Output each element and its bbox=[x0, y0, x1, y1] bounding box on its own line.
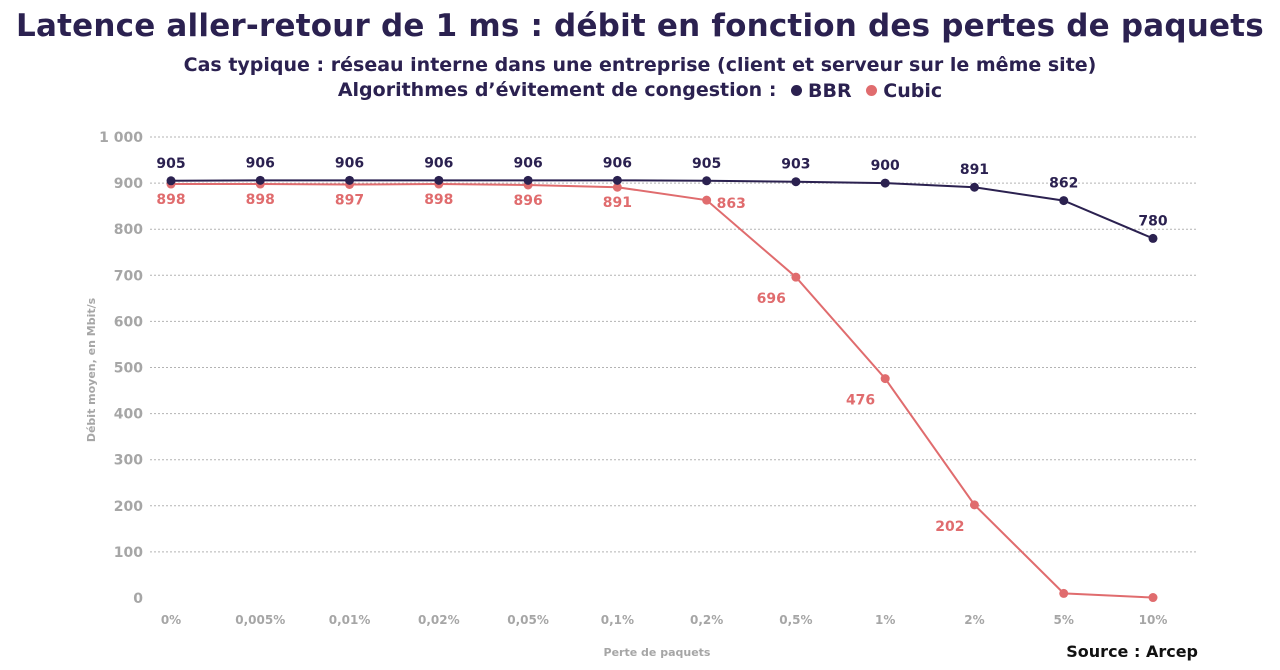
data-point-bbr bbox=[969, 182, 979, 192]
data-label-bbr: 905 bbox=[156, 156, 185, 172]
data-point-bbr bbox=[1148, 233, 1158, 243]
legend-item-bbr: BBR bbox=[791, 80, 852, 102]
legend: Algorithmes d’évitement de congestion : … bbox=[0, 79, 1280, 102]
data-point-cubic bbox=[791, 272, 801, 282]
chart-title: Latence aller-retour de 1 ms : débit en … bbox=[16, 8, 1264, 44]
y-tick-label: 600 bbox=[114, 314, 143, 330]
x-tick-label: 0,005% bbox=[235, 613, 285, 627]
data-label-bbr: 906 bbox=[335, 155, 364, 171]
data-point-bbr bbox=[791, 177, 801, 187]
data-point-bbr bbox=[255, 175, 265, 185]
y-tick-label: 800 bbox=[114, 222, 143, 238]
data-point-cubic bbox=[1148, 593, 1158, 603]
legend-dot-bbr-icon bbox=[791, 85, 803, 96]
data-point-bbr bbox=[702, 176, 712, 186]
data-label-bbr: 906 bbox=[513, 155, 542, 171]
data-label-cubic: 863 bbox=[717, 196, 746, 212]
data-label-cubic: 202 bbox=[935, 519, 964, 535]
data-label-bbr: 900 bbox=[871, 158, 900, 174]
x-tick-label: 0,05% bbox=[507, 613, 549, 627]
y-tick-label: 300 bbox=[114, 453, 143, 469]
data-label-cubic: 891 bbox=[603, 195, 632, 211]
data-label-cubic: 898 bbox=[156, 192, 185, 208]
x-tick-label: 0,02% bbox=[418, 613, 460, 627]
data-point-bbr bbox=[434, 175, 444, 185]
y-tick-label: 500 bbox=[114, 361, 143, 377]
y-tick-label: 1 000 bbox=[99, 130, 143, 146]
y-tick-label: 100 bbox=[114, 545, 143, 561]
data-point-cubic bbox=[612, 182, 622, 192]
y-tick-label: 700 bbox=[114, 268, 143, 284]
data-point-bbr bbox=[1059, 196, 1069, 206]
y-tick-label: 200 bbox=[114, 499, 143, 515]
data-point-cubic bbox=[1059, 588, 1069, 598]
x-tick-label: 1% bbox=[875, 613, 895, 627]
data-point-bbr bbox=[345, 175, 355, 185]
legend-label-cubic: Cubic bbox=[883, 79, 943, 102]
data-label-bbr: 906 bbox=[246, 155, 275, 171]
x-tick-label: 0,2% bbox=[690, 613, 723, 627]
data-label-bbr: 891 bbox=[960, 162, 989, 178]
x-tick-label: 0% bbox=[161, 613, 181, 627]
data-label-cubic: 896 bbox=[513, 193, 542, 209]
legend-dot-cubic-icon bbox=[866, 85, 878, 96]
data-label-bbr: 906 bbox=[603, 155, 632, 171]
data-label-cubic: 897 bbox=[335, 192, 364, 208]
legend-item-cubic: Cubic bbox=[866, 80, 942, 102]
data-label-cubic: 476 bbox=[846, 393, 875, 409]
source-note: Source : Arcep bbox=[1066, 642, 1198, 661]
series-line-cubic bbox=[171, 183, 1154, 599]
data-label-bbr: 905 bbox=[692, 156, 721, 172]
data-point-bbr bbox=[880, 178, 890, 188]
legend-prefix: Algorithmes d’évitement de congestion : bbox=[337, 79, 777, 101]
data-label-bbr: 903 bbox=[781, 157, 810, 173]
legend-label-bbr: BBR bbox=[808, 79, 852, 102]
data-label-bbr: 862 bbox=[1049, 176, 1078, 192]
data-label-bbr: 906 bbox=[424, 155, 453, 171]
data-point-cubic bbox=[702, 195, 712, 205]
data-label-cubic: 898 bbox=[424, 192, 453, 208]
series-line-bbr bbox=[170, 179, 1154, 240]
data-label-cubic: 898 bbox=[246, 192, 275, 208]
x-tick-label: 0,1% bbox=[601, 613, 634, 627]
data-label-cubic: 696 bbox=[757, 291, 786, 307]
data-point-cubic bbox=[969, 500, 979, 510]
x-tick-label: 0,01% bbox=[329, 613, 371, 627]
data-point-bbr bbox=[523, 175, 533, 185]
x-tick-label: 0,5% bbox=[779, 613, 812, 627]
y-tick-label: 400 bbox=[114, 407, 143, 423]
data-label-bbr: 780 bbox=[1138, 213, 1167, 229]
data-point-bbr bbox=[166, 176, 176, 186]
data-point-cubic bbox=[880, 374, 890, 384]
y-tick-label: 0 bbox=[133, 591, 143, 607]
x-axis-label: Perte de paquets bbox=[604, 646, 711, 659]
x-tick-label: 5% bbox=[1054, 613, 1074, 627]
y-tick-label: 900 bbox=[114, 176, 143, 192]
y-axis-label: Débit moyen, en Mbit/s bbox=[85, 297, 98, 442]
data-point-bbr bbox=[612, 175, 622, 185]
x-tick-label: 2% bbox=[964, 613, 984, 627]
x-tick-label: 10% bbox=[1139, 613, 1168, 627]
chart-subtitle: Cas typique : réseau interne dans une en… bbox=[183, 54, 1097, 76]
